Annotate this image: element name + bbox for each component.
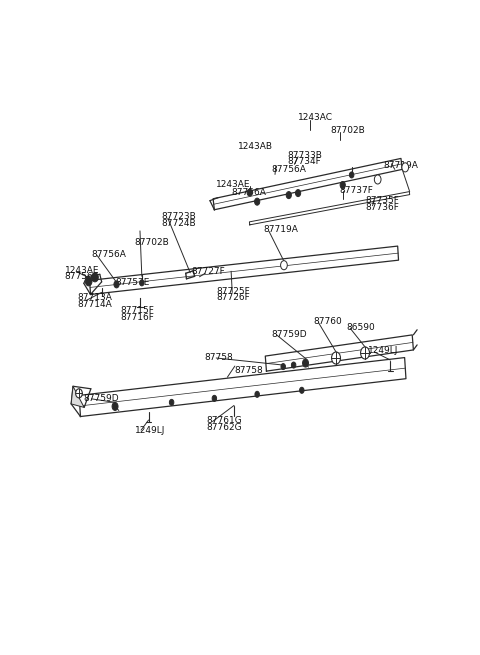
Circle shape xyxy=(360,347,370,359)
Text: 87759D: 87759D xyxy=(271,330,307,339)
Text: 87756A: 87756A xyxy=(92,250,127,259)
Polygon shape xyxy=(71,386,84,407)
Text: 87737F: 87737F xyxy=(340,186,373,195)
Text: 87756S: 87756S xyxy=(64,272,99,281)
Circle shape xyxy=(296,189,300,196)
Text: 87760: 87760 xyxy=(313,317,342,326)
Text: 87733B: 87733B xyxy=(288,151,323,160)
Circle shape xyxy=(281,261,288,270)
Circle shape xyxy=(169,400,174,405)
Text: 87756A: 87756A xyxy=(271,165,306,174)
Circle shape xyxy=(332,352,340,364)
Text: 1243AC: 1243AC xyxy=(298,113,333,122)
Circle shape xyxy=(374,175,381,184)
Circle shape xyxy=(255,391,259,398)
Text: 87714A: 87714A xyxy=(78,300,113,309)
Text: 87734F: 87734F xyxy=(288,157,322,166)
Circle shape xyxy=(85,277,92,286)
Text: 87725F: 87725F xyxy=(216,287,250,296)
Text: 1249LJ: 1249LJ xyxy=(135,426,166,435)
Text: 87723B: 87723B xyxy=(161,212,196,221)
Circle shape xyxy=(212,396,216,402)
Text: 87757E: 87757E xyxy=(115,278,149,288)
Circle shape xyxy=(114,281,119,288)
Text: 87759D: 87759D xyxy=(83,394,119,403)
Text: 87761G: 87761G xyxy=(206,416,242,425)
Text: 87719A: 87719A xyxy=(264,225,299,234)
Text: 1243AE: 1243AE xyxy=(64,266,99,274)
Text: 87713A: 87713A xyxy=(78,293,113,303)
Circle shape xyxy=(402,163,408,172)
Text: 87758: 87758 xyxy=(234,365,263,375)
Circle shape xyxy=(92,272,98,282)
Text: 87702B: 87702B xyxy=(330,126,365,134)
Circle shape xyxy=(112,402,118,411)
Text: 87736F: 87736F xyxy=(365,202,399,212)
Text: 87724B: 87724B xyxy=(161,219,196,228)
Circle shape xyxy=(291,362,296,368)
Circle shape xyxy=(349,172,354,178)
Text: 87762G: 87762G xyxy=(206,422,242,432)
Circle shape xyxy=(281,364,286,369)
Circle shape xyxy=(286,191,291,198)
Text: 87726F: 87726F xyxy=(216,293,250,303)
Circle shape xyxy=(302,359,309,367)
Text: 86590: 86590 xyxy=(347,324,375,332)
Text: 87719A: 87719A xyxy=(384,161,419,170)
Text: 87715F: 87715F xyxy=(120,306,155,315)
Text: 87727F: 87727F xyxy=(191,267,225,276)
Text: 1249LJ: 1249LJ xyxy=(368,346,398,356)
Circle shape xyxy=(254,198,260,205)
Text: 1243AB: 1243AB xyxy=(238,141,273,151)
Text: 87756A: 87756A xyxy=(231,187,266,196)
Text: 87735F: 87735F xyxy=(365,196,399,205)
Text: 87758: 87758 xyxy=(204,352,233,362)
Text: 1243AE: 1243AE xyxy=(216,180,251,189)
Circle shape xyxy=(247,189,252,196)
Circle shape xyxy=(140,280,144,286)
Text: 87716F: 87716F xyxy=(120,312,155,322)
Circle shape xyxy=(340,181,345,189)
Circle shape xyxy=(76,389,83,398)
Text: 87702B: 87702B xyxy=(134,238,169,247)
Circle shape xyxy=(300,387,304,393)
